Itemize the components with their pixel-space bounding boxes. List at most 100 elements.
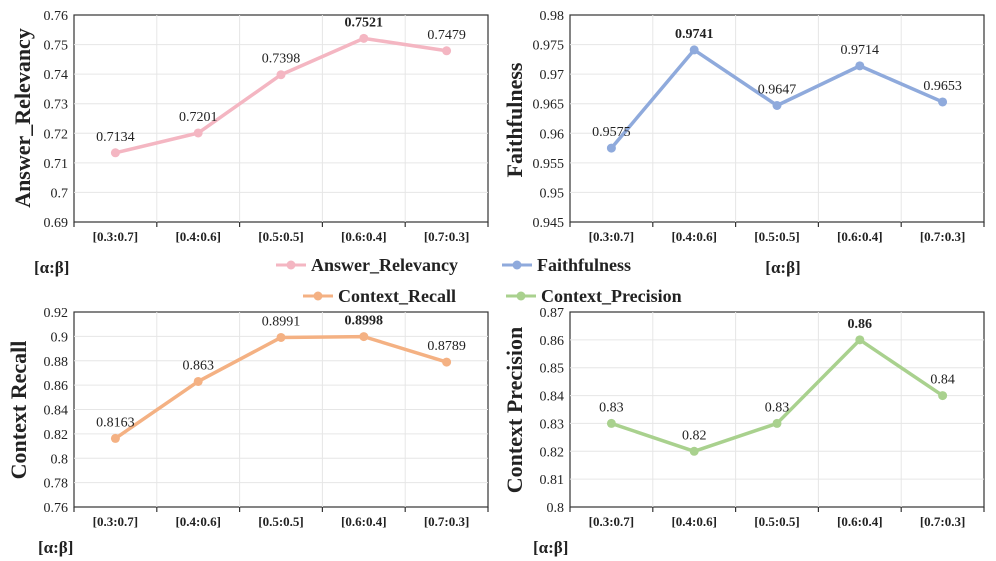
y-tick-label: 0.82 xyxy=(44,428,69,443)
data-point xyxy=(938,97,948,107)
data-point xyxy=(606,143,616,153)
data-point xyxy=(442,46,452,56)
legend-item-faithfulness: Faithfulness xyxy=(502,255,631,275)
data-point xyxy=(772,418,782,428)
panel-faithfulness: 0.945 0.95 0.955 0.96 0.965 0.97 0.975 0.98 [0.… xyxy=(502,9,985,277)
data-point xyxy=(689,446,699,456)
y-tick-label: 0.84 xyxy=(540,390,565,405)
x-tick-label: [0.7:0.3] xyxy=(424,229,470,244)
series-marks: 0.9575 0.9741 0.9647 0.9714 0.9653 xyxy=(592,27,962,153)
legend-label-context-recall: Context_Recall xyxy=(338,286,456,306)
x-axis-label: [α:β] xyxy=(533,538,568,557)
data-point xyxy=(359,33,369,43)
data-label: 0.9647 xyxy=(758,82,797,97)
y-tick-label: 0.92 xyxy=(44,306,69,321)
y-tick-labels: 0.8 0.81 0.82 0.83 0.84 0.85 0.86 0.87 xyxy=(540,306,565,516)
data-label: 0.8998 xyxy=(345,314,384,329)
legend-marker-context-precision xyxy=(516,291,526,301)
y-tick-label: 0.955 xyxy=(533,157,565,172)
x-tick-label: [0.4:0.6] xyxy=(175,514,221,529)
y-tick-label: 0.7 xyxy=(51,186,69,201)
data-label: 0.7521 xyxy=(345,15,384,30)
data-label: 0.7134 xyxy=(96,130,135,145)
x-tick-label: [0.4:0.6] xyxy=(671,229,717,244)
x-tick-label: [0.5:0.5] xyxy=(754,514,800,529)
series-marks: 0.83 0.82 0.83 0.86 0.84 xyxy=(599,317,955,456)
data-label: 0.83 xyxy=(765,400,790,415)
data-label: 0.9741 xyxy=(675,27,714,42)
data-point xyxy=(689,45,699,55)
plot-frame xyxy=(569,14,985,223)
panel-context-precision: 0.8 0.81 0.82 0.83 0.84 0.85 0.86 0.87 [0.3:0.7… xyxy=(502,306,985,557)
legend-label-context-precision: Context_Precision xyxy=(541,286,682,306)
data-label: 0.82 xyxy=(682,428,707,443)
y-tick-label: 0.95 xyxy=(540,186,565,201)
y-tick-label: 0.69 xyxy=(44,216,69,231)
data-point xyxy=(442,357,452,367)
y-tick-label: 0.75 xyxy=(44,39,69,54)
series-marks: 0.8163 0.863 0.8991 0.8998 0.8789 xyxy=(96,314,466,443)
x-tick-labels: [0.3:0.7] [0.4:0.6] [0.5:0.5] [0.6:0.4] [0.7… xyxy=(569,507,985,529)
data-point xyxy=(938,391,948,401)
x-tick-label: [0.3:0.7] xyxy=(589,514,635,529)
y-tick-label: 0.76 xyxy=(44,501,69,516)
y-tick-labels: 0.76 0.78 0.8 0.82 0.84 0.86 0.88 0.9 0.92 xyxy=(44,306,69,516)
x-tick-labels: [0.3:0.7] [0.4:0.6] [0.5:0.5] [0.6:0.4] [0.7… xyxy=(73,507,489,529)
y-tick-label: 0.975 xyxy=(533,39,565,54)
x-tick-label: [0.3:0.7] xyxy=(93,514,139,529)
y-tick-label: 0.97 xyxy=(540,68,565,83)
x-tick-label: [0.7:0.3] xyxy=(920,514,966,529)
gridlines xyxy=(570,15,984,222)
plot-frame xyxy=(569,311,985,508)
data-point xyxy=(110,148,120,158)
data-label: 0.863 xyxy=(182,358,214,373)
data-label: 0.8991 xyxy=(262,314,301,329)
y-axis-label: Answer_Relevancy xyxy=(10,28,35,208)
y-tick-labels: 0.69 0.7 0.71 0.72 0.73 0.74 0.75 0.76 xyxy=(44,9,69,231)
data-point xyxy=(193,128,203,138)
gridlines xyxy=(570,312,984,507)
data-label: 0.9714 xyxy=(841,43,880,58)
data-label: 0.8163 xyxy=(96,415,135,430)
y-tick-label: 0.83 xyxy=(540,417,565,432)
y-tick-label: 0.78 xyxy=(44,477,69,492)
y-tick-label: 0.81 xyxy=(540,473,565,488)
legend-marker-faithfulness xyxy=(512,260,522,270)
x-tick-label: [0.3:0.7] xyxy=(589,229,635,244)
panel-context-recall: 0.76 0.78 0.8 0.82 0.84 0.86 0.88 0.9 0.92 [0.3:… xyxy=(6,306,489,557)
y-tick-label: 0.72 xyxy=(44,127,69,142)
y-tick-label: 0.84 xyxy=(44,404,69,419)
x-tick-label: [0.4:0.6] xyxy=(175,229,221,244)
data-label: 0.7398 xyxy=(262,52,301,67)
x-tick-labels: [0.3:0.7] [0.4:0.6] [0.5:0.5] [0.6:0.4] [0.7… xyxy=(569,222,985,244)
x-tick-labels: [0.3:0.7] [0.4:0.6] [0.5:0.5] [0.6:0.4] [0.7… xyxy=(73,222,489,244)
y-axis-label: Faithfulness xyxy=(502,62,527,177)
data-label: 0.86 xyxy=(848,317,873,332)
panel-answer-relevancy: 0.69 0.7 0.71 0.72 0.73 0.74 0.75 0.76 [0.3:0.7… xyxy=(10,9,489,277)
y-tick-label: 0.87 xyxy=(540,306,565,321)
data-point xyxy=(110,433,120,443)
legend-label-faithfulness: Faithfulness xyxy=(537,255,631,275)
series-marks: 0.7134 0.7201 0.7398 0.7521 0.7479 xyxy=(96,15,466,158)
y-tick-label: 0.74 xyxy=(44,68,69,83)
x-tick-label: [0.6:0.4] xyxy=(837,514,883,529)
x-tick-label: [0.7:0.3] xyxy=(424,514,470,529)
x-tick-label: [0.6:0.4] xyxy=(341,514,387,529)
plot-frame xyxy=(73,14,489,223)
y-axis-label: Context Precision xyxy=(502,327,527,493)
data-point xyxy=(855,61,865,71)
y-tick-labels: 0.945 0.95 0.955 0.96 0.965 0.97 0.975 0.98 xyxy=(533,9,565,231)
legend-marker-answer-relevancy xyxy=(286,260,296,270)
data-point xyxy=(855,335,865,345)
y-tick-label: 0.76 xyxy=(44,9,69,24)
x-tick-label: [0.5:0.5] xyxy=(258,229,304,244)
y-tick-label: 0.71 xyxy=(44,157,69,172)
y-tick-label: 0.965 xyxy=(533,98,565,113)
legend-marker-context-recall xyxy=(313,291,323,301)
data-label: 0.8789 xyxy=(427,339,466,354)
y-tick-label: 0.73 xyxy=(44,98,69,113)
y-tick-label: 0.945 xyxy=(533,216,565,231)
y-tick-label: 0.96 xyxy=(540,127,565,142)
